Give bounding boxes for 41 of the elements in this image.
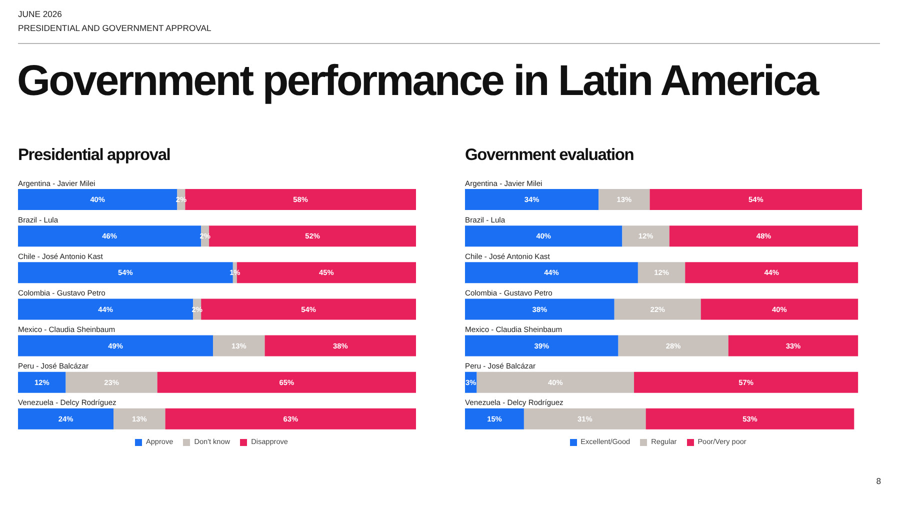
bar xyxy=(18,189,178,210)
bar xyxy=(201,298,416,320)
bar xyxy=(213,335,265,356)
bar xyxy=(524,408,646,430)
text: 8 xyxy=(876,476,881,487)
bar xyxy=(646,408,854,430)
bar xyxy=(622,226,670,247)
bar xyxy=(598,189,650,210)
bar xyxy=(614,298,701,320)
bar xyxy=(18,335,214,356)
bar xyxy=(209,226,416,247)
bar xyxy=(700,298,858,320)
bar xyxy=(728,335,858,356)
bar xyxy=(165,408,416,430)
bar xyxy=(685,262,858,284)
bar xyxy=(465,335,618,356)
bar xyxy=(18,226,202,247)
text: JUNE 2026 xyxy=(18,9,62,20)
bar xyxy=(66,372,158,393)
bar xyxy=(476,372,634,393)
bar xyxy=(18,298,194,320)
bar xyxy=(465,408,524,430)
bar xyxy=(650,189,862,210)
text: Government performance in Latin America xyxy=(17,56,818,106)
bar xyxy=(264,335,416,356)
bar xyxy=(465,298,614,320)
bar xyxy=(465,189,599,210)
chart-title: Presidential approval xyxy=(18,145,170,165)
bar xyxy=(157,372,416,393)
bar xyxy=(465,226,622,247)
bar xyxy=(185,189,416,210)
text: PRESIDENTIAL AND GOVERNMENT APPROVAL xyxy=(18,23,212,34)
chart-title: Government evaluation xyxy=(465,145,634,165)
bar xyxy=(465,262,638,284)
bar xyxy=(634,372,858,393)
bar xyxy=(114,408,166,430)
bar xyxy=(638,262,686,284)
bar xyxy=(669,226,858,247)
bar xyxy=(18,372,66,393)
bar xyxy=(618,335,728,356)
bar xyxy=(18,408,114,430)
